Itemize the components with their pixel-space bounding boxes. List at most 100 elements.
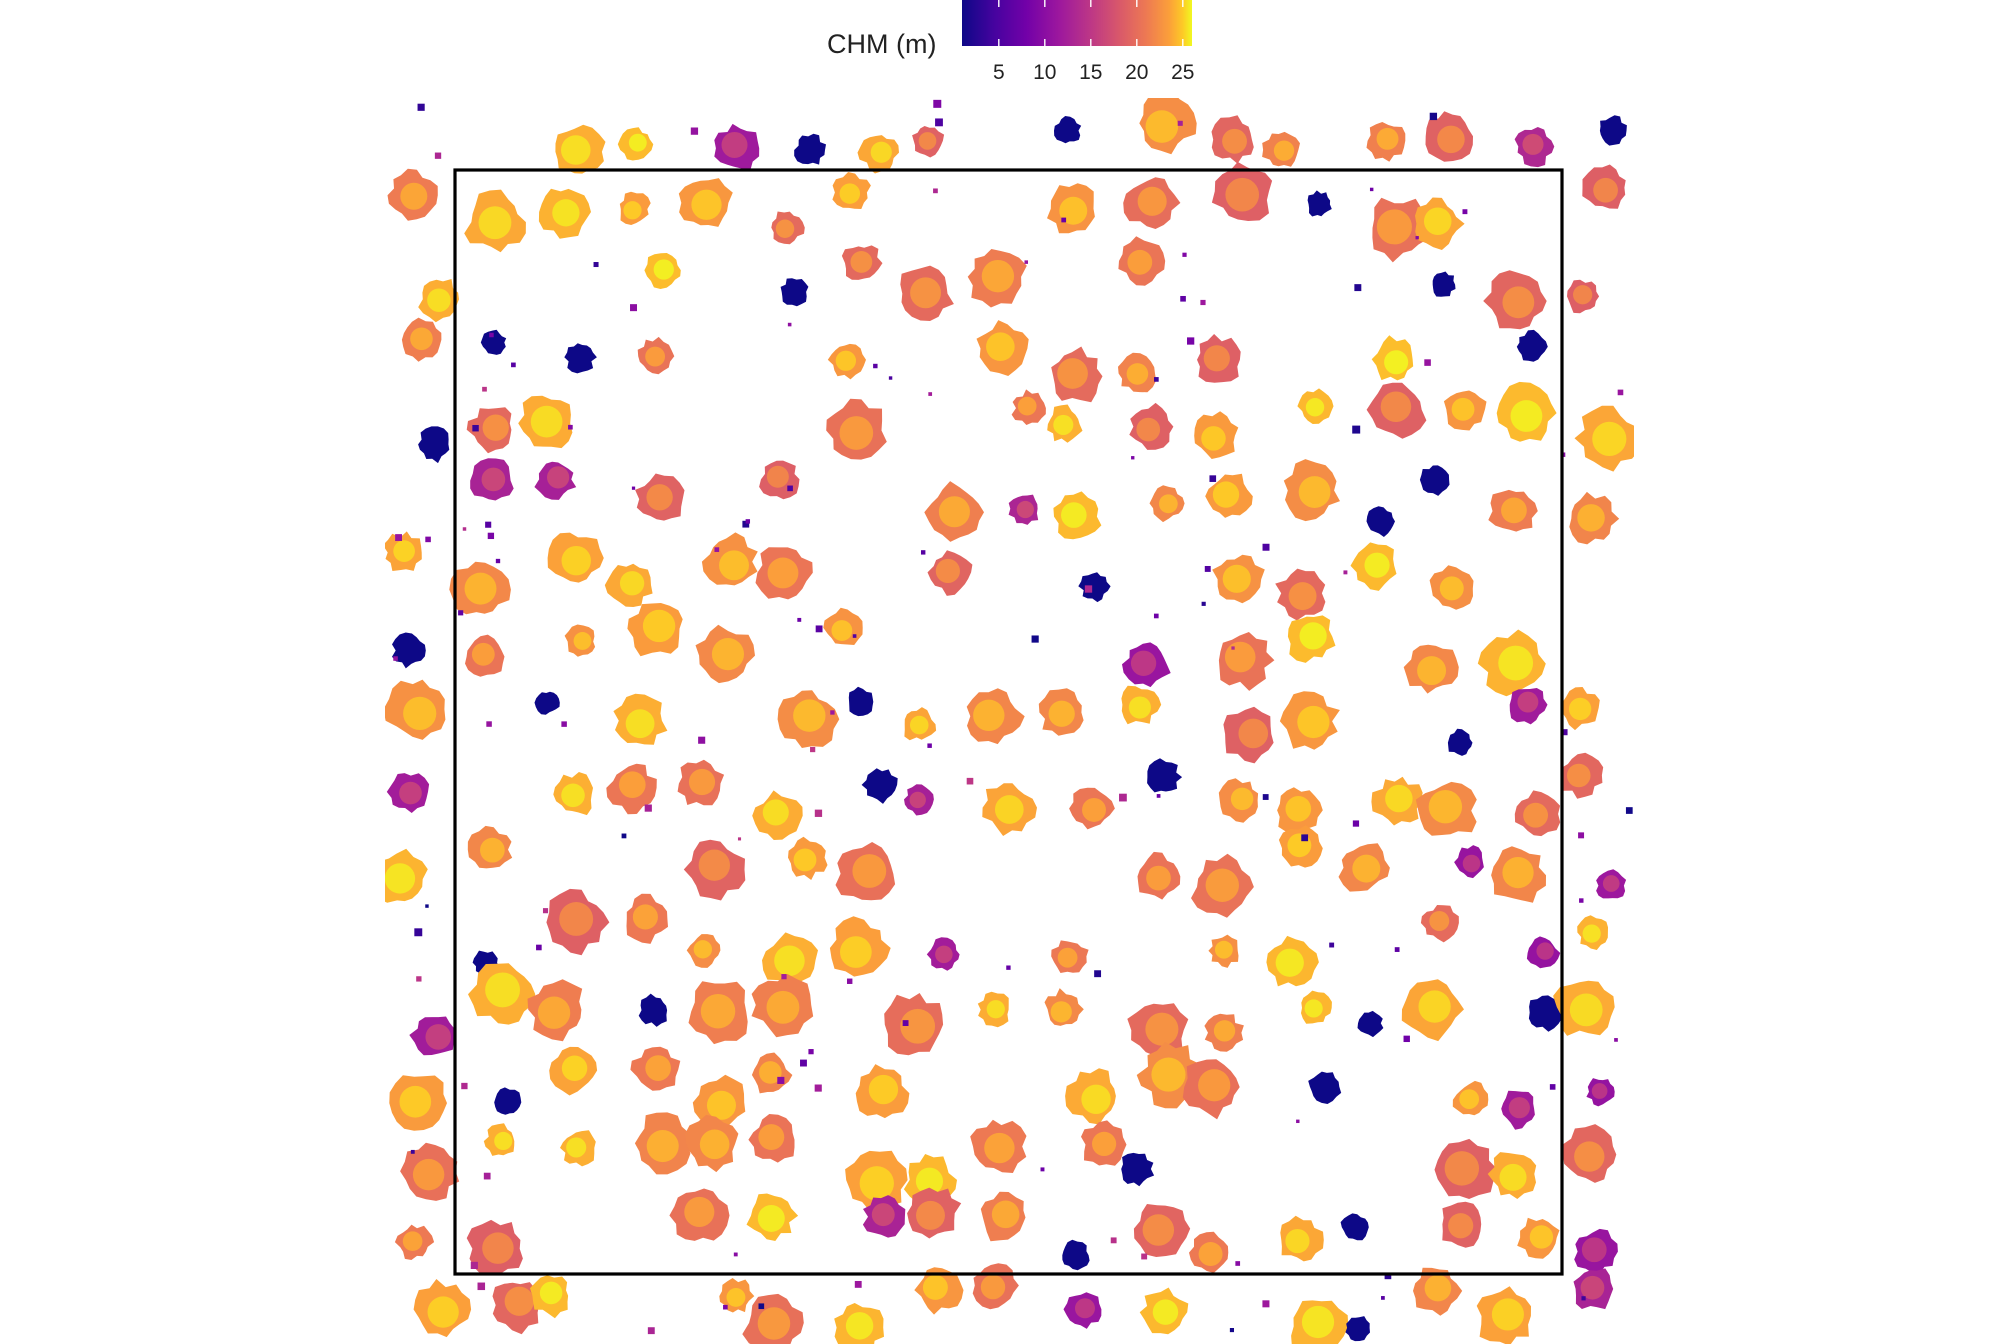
tree-crown: [719, 1278, 755, 1313]
tree-crown: [564, 343, 597, 374]
tree-crown: [1053, 491, 1102, 540]
tree-crown: [534, 691, 560, 715]
tree-crown: [1122, 642, 1171, 688]
raster-speck: [815, 625, 823, 633]
tree-crown: [1208, 934, 1239, 968]
raster-speck: [1024, 260, 1029, 264]
raster-speck: [787, 485, 793, 492]
tree-crown: [634, 1112, 691, 1175]
raster-speck: [1141, 1253, 1148, 1260]
raster-speck: [416, 976, 422, 982]
tree-crown: [1223, 706, 1274, 764]
tree-crown: [685, 1114, 739, 1173]
tree-crown: [546, 888, 610, 956]
tree-crown: [826, 398, 887, 460]
raster-speck: [458, 610, 464, 616]
raster-speck: [1329, 942, 1335, 948]
raster-speck: [495, 558, 501, 564]
raster-speck: [593, 262, 599, 268]
raster-speck: [920, 550, 926, 555]
tree-crown: [1487, 1152, 1537, 1199]
raster-speck: [483, 1172, 491, 1180]
tree-crown: [1008, 494, 1039, 525]
raster-speck: [733, 1252, 738, 1257]
raster-speck: [777, 1076, 785, 1084]
tree-crown: [1432, 271, 1456, 297]
tree-crown: [927, 550, 973, 596]
tree-crown: [1266, 935, 1319, 987]
tree-crown: [1366, 506, 1395, 537]
tree-crown: [1338, 843, 1390, 892]
tree-crown: [1205, 473, 1253, 518]
tree-crown: [527, 979, 583, 1042]
raster-speck: [644, 804, 652, 812]
raster-speck: [425, 536, 431, 543]
legend: CHM (m) 5 10 15 20 25: [827, 0, 1194, 84]
tree-crown: [1574, 1228, 1618, 1275]
raster-speck: [1343, 570, 1348, 575]
legend-ticks: 5 10 15 20 25: [993, 0, 1194, 84]
tree-crown: [1577, 915, 1608, 950]
tree-crown: [530, 1275, 569, 1319]
tree-crown: [1275, 568, 1326, 621]
tree-crown: [755, 547, 813, 600]
raster-speck: [1031, 635, 1039, 643]
tree-crown: [1121, 1152, 1155, 1187]
tree-crown: [1291, 1300, 1349, 1344]
tree-crown: [980, 1191, 1026, 1242]
raster-speck: [631, 486, 636, 490]
raster-speck: [1617, 389, 1624, 396]
tree-crown: [1197, 334, 1241, 383]
raster-speck: [846, 978, 853, 984]
legend-tick-label: 15: [1079, 61, 1102, 84]
raster-speck: [1352, 820, 1360, 827]
tree-crown: [832, 172, 871, 209]
tree-crown: [926, 937, 960, 971]
raster-speck: [1561, 729, 1568, 736]
raster-speck: [810, 746, 816, 753]
tree-crown: [449, 561, 511, 615]
tree-crown: [762, 932, 818, 989]
plot-boundary: [453, 168, 1564, 1276]
tree-crown: [518, 395, 573, 449]
tree-crown: [904, 707, 937, 741]
raster-speck: [621, 833, 627, 839]
raster-speck: [1040, 1167, 1045, 1172]
tree-crown: [841, 245, 883, 280]
tree-crown: [1434, 1138, 1498, 1199]
tree-crown: [845, 1150, 908, 1211]
tree-crown: [966, 688, 1025, 745]
tree-crown: [967, 249, 1027, 308]
tree-crown: [759, 460, 800, 500]
tree-crown: [564, 624, 596, 657]
tree-crown: [1063, 1292, 1102, 1329]
raster-speck: [489, 332, 494, 338]
tree-crown: [385, 848, 428, 903]
raster-speck: [1200, 299, 1206, 306]
tree-crown: [1283, 459, 1340, 522]
tree-crown: [409, 1016, 455, 1056]
tree-crown: [1139, 1287, 1189, 1335]
tree-crown: [1121, 685, 1162, 725]
tree-crown: [1517, 1217, 1560, 1259]
tree-crown: [604, 563, 653, 607]
tree-crown: [1189, 1231, 1229, 1273]
raster-speck: [927, 743, 932, 748]
raster-speck: [1462, 209, 1468, 215]
tree-crown: [982, 783, 1037, 836]
tree-crown: [1357, 1010, 1384, 1038]
tree-crown: [1366, 382, 1427, 439]
raster-speck: [1204, 565, 1211, 572]
tree-crown: [467, 825, 513, 869]
tree-crown: [1051, 346, 1103, 403]
raster-speck: [814, 809, 823, 817]
raster-speck: [1262, 1300, 1270, 1308]
tree-crown: [400, 1142, 460, 1201]
tree-crown: [1133, 1204, 1191, 1257]
raster-speck: [1581, 1296, 1586, 1301]
raster-speck: [1296, 1119, 1300, 1124]
tree-crown: [1278, 825, 1323, 868]
tree-crown: [970, 1119, 1027, 1173]
tree-crown: [630, 1046, 681, 1091]
tree-crown: [1340, 1213, 1369, 1241]
